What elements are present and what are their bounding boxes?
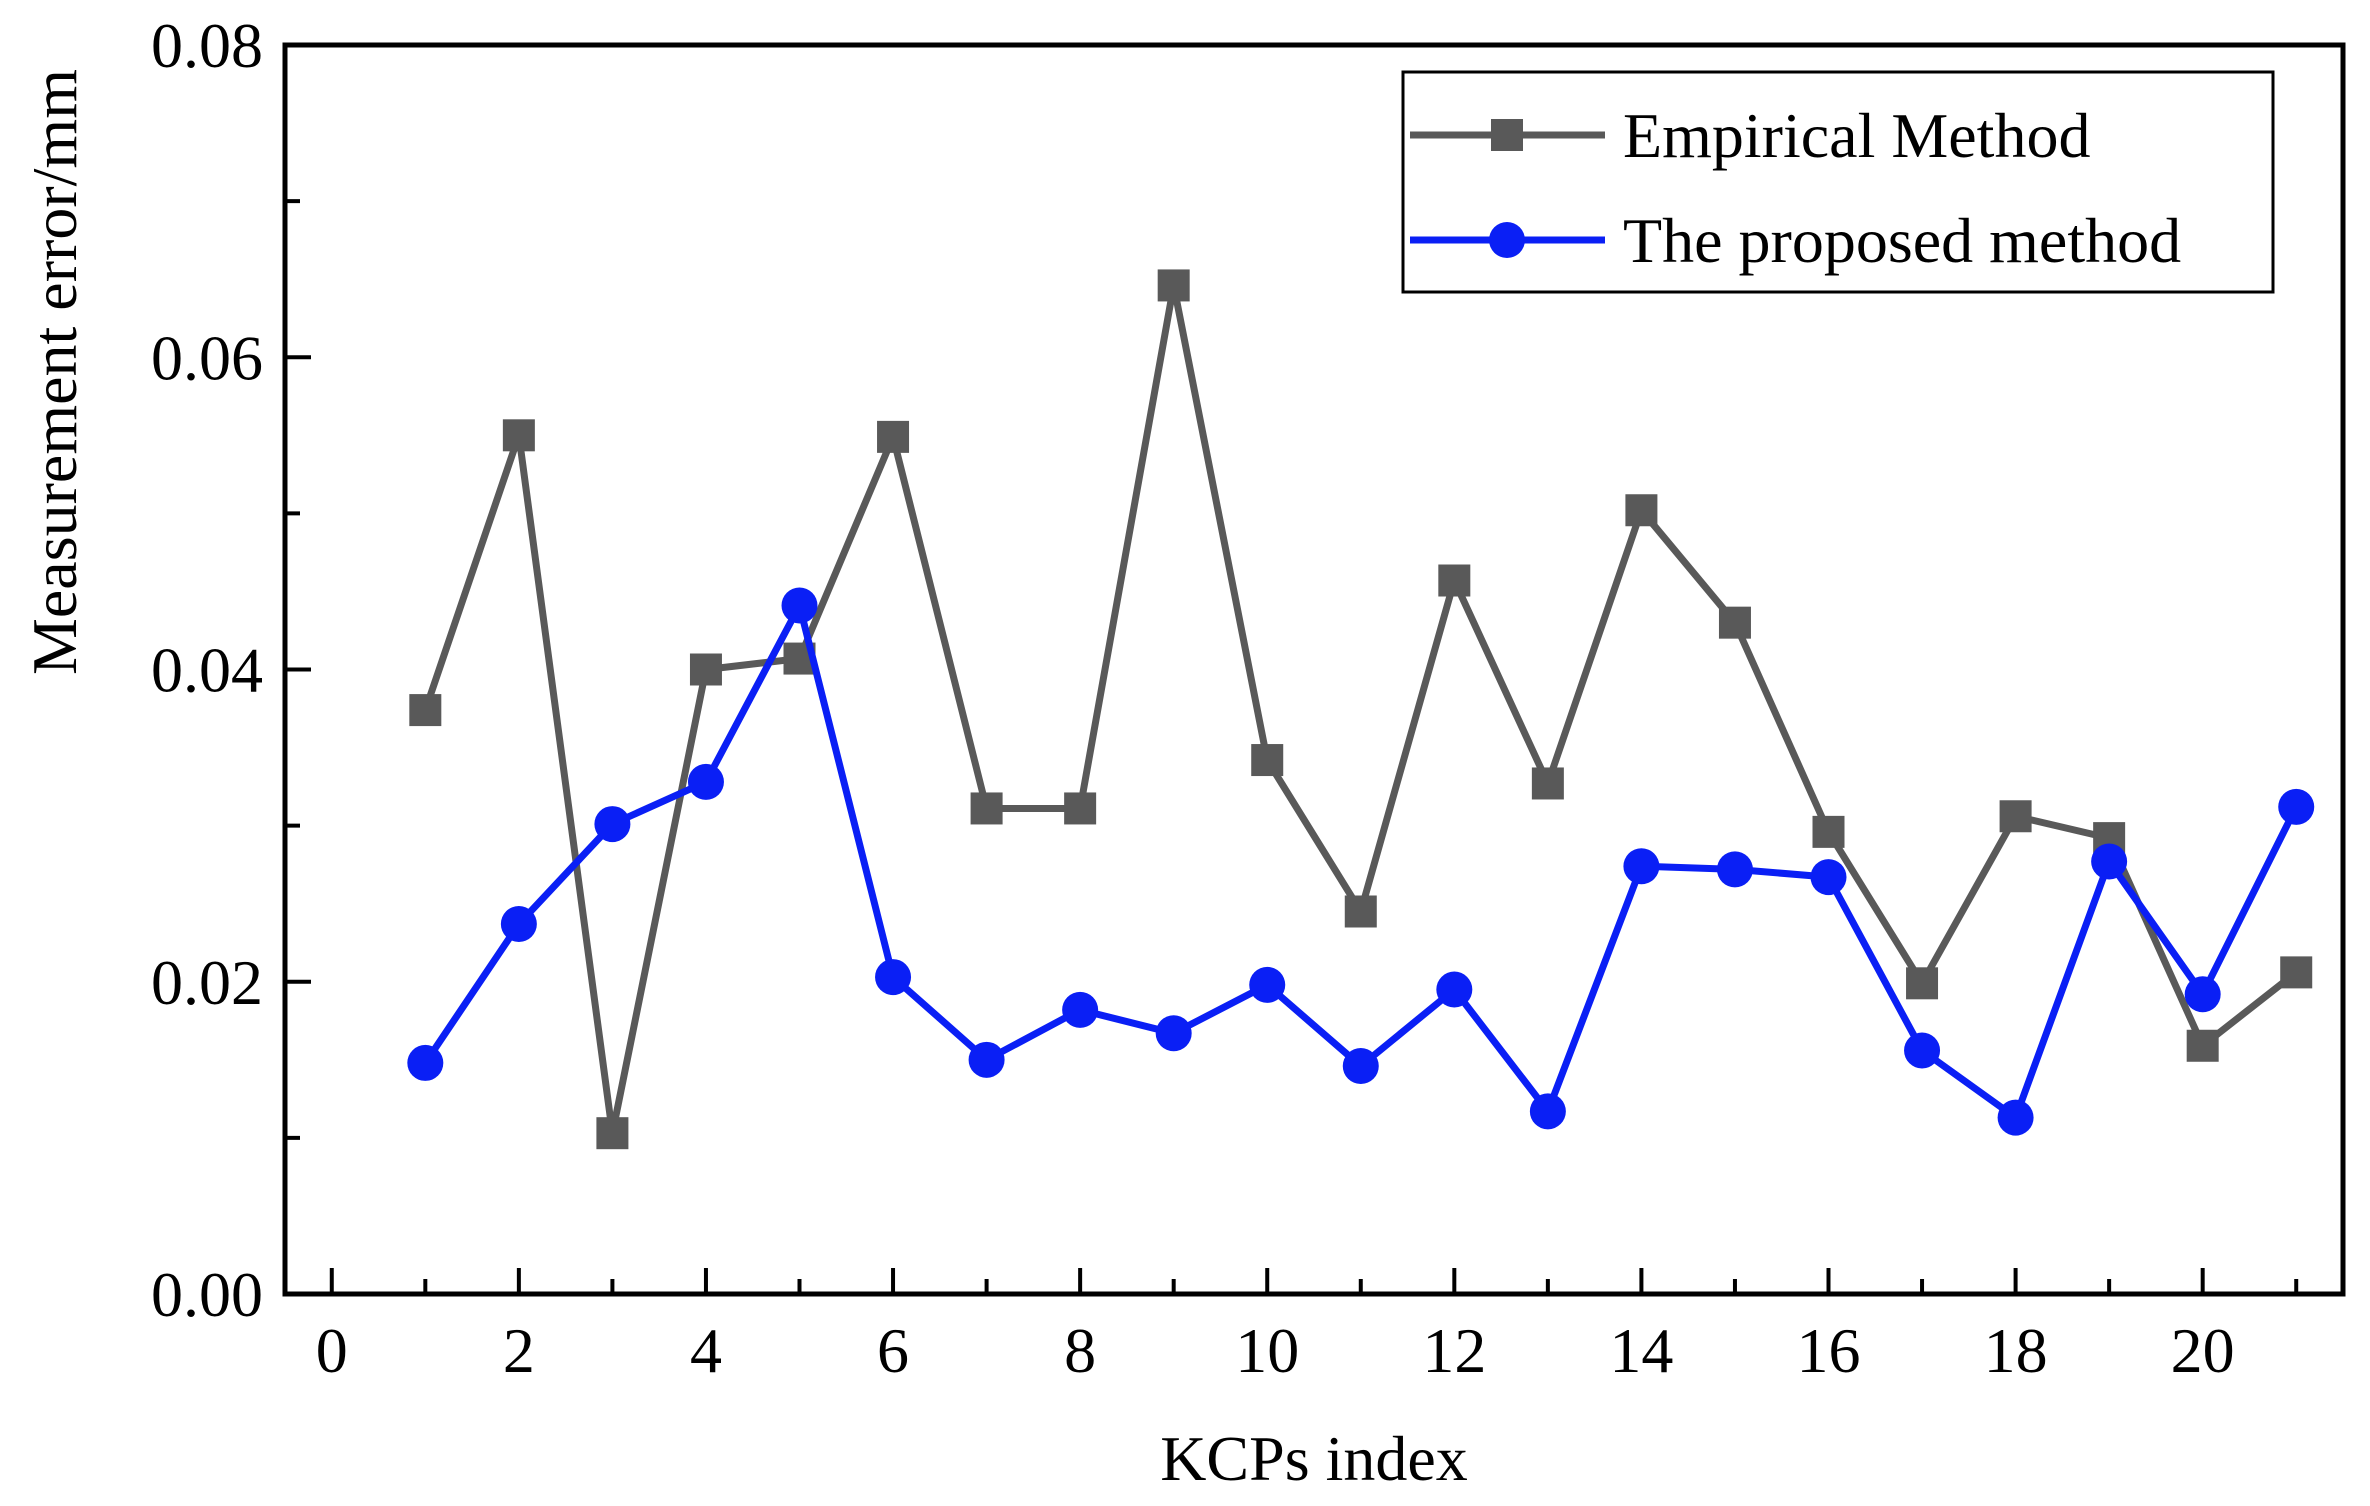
data-point (2186, 1029, 2219, 1062)
data-point (1812, 815, 1845, 848)
data-point (2280, 956, 2313, 989)
series-layer (407, 269, 2315, 1150)
data-point (1623, 848, 1660, 885)
data-point (1249, 966, 1286, 1003)
data-point (1531, 767, 1564, 800)
data-point (1625, 494, 1658, 527)
data-point (875, 959, 912, 996)
data-point (1344, 895, 1377, 928)
data-point (409, 694, 442, 727)
series-line (422, 281, 2299, 1137)
x-tick-label: 12 (1422, 1315, 1486, 1386)
data-point (2184, 976, 2221, 1013)
data-point (407, 1044, 444, 1081)
data-point (781, 587, 818, 624)
data-point (594, 806, 631, 843)
data-point (1155, 1015, 1192, 1052)
x-tick-label: 6 (877, 1315, 909, 1386)
legend-marker-empirical (1491, 119, 1523, 151)
data-point (1062, 991, 1099, 1028)
x-axis: 0 2 4 6 8 10 12 14 16 18 20 (316, 1268, 2299, 1386)
x-tick-label: 4 (690, 1315, 722, 1386)
data-point (970, 792, 1003, 825)
legend-label-proposed: The proposed method (1623, 205, 2181, 276)
data-point (1064, 792, 1097, 825)
legend-label-empirical: Empirical Method (1623, 100, 2090, 171)
x-tick-label: 8 (1064, 1315, 1096, 1386)
x-tick-label: 18 (1984, 1315, 2048, 1386)
data-point (1810, 859, 1847, 896)
data-point (1529, 1093, 1566, 1130)
y-axis: 0.00 0.02 0.04 0.06 0.08 (151, 10, 311, 1330)
data-point (502, 419, 535, 452)
x-tick-label: 2 (503, 1315, 535, 1386)
data-point (1157, 269, 1190, 302)
data-point (1906, 967, 1939, 1000)
legend-marker-proposed (1489, 222, 1525, 258)
y-tick-label: 0.06 (151, 322, 263, 393)
data-point (1718, 606, 1751, 639)
data-point (1716, 851, 1753, 888)
y-axis-title: Measurement error/mm (19, 69, 90, 675)
x-tick-label: 10 (1235, 1315, 1299, 1386)
data-point (596, 1117, 629, 1150)
series-empirical-method (409, 269, 2313, 1150)
data-point (1436, 971, 1473, 1008)
data-point (1997, 1099, 2034, 1136)
data-point (1342, 1048, 1379, 1085)
data-point (2091, 843, 2128, 880)
data-point (2278, 788, 2315, 825)
x-tick-label: 0 (316, 1315, 348, 1386)
x-axis-title: KCPs index (1160, 1423, 1468, 1494)
y-tick-label: 0.04 (151, 635, 263, 706)
data-point (1438, 564, 1471, 597)
legend-box (1401, 70, 2275, 294)
y-tick-label: 0.00 (151, 1259, 263, 1330)
x-tick-label: 16 (1797, 1315, 1861, 1386)
legend: Empirical Method The proposed method (1401, 70, 2275, 294)
data-point (687, 763, 724, 800)
y-tick-label: 0.08 (151, 10, 263, 81)
data-point (1904, 1032, 1941, 1069)
data-point (968, 1041, 1005, 1078)
x-tick-label: 14 (1609, 1315, 1673, 1386)
y-tick-label: 0.02 (151, 947, 263, 1018)
data-point (689, 653, 722, 686)
series-proposed-method (407, 587, 2315, 1136)
data-point (1999, 800, 2032, 833)
x-tick-label: 20 (2171, 1315, 2235, 1386)
data-point (500, 905, 537, 942)
data-point (1251, 744, 1284, 777)
data-point (877, 420, 910, 453)
